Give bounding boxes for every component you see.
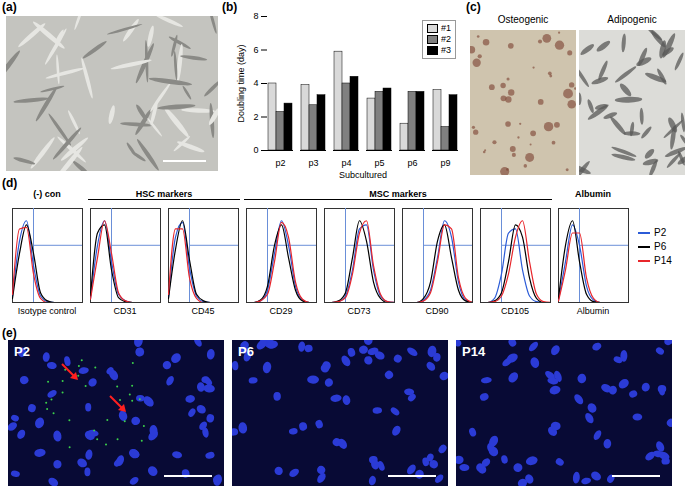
html-text:P14: P14 [462,344,486,359]
html-text:(-) con: (-) con [33,189,61,199]
html-text:P2: P2 [14,344,30,359]
svg-text:0: 0 [253,145,258,155]
html-text:Osteogenic: Osteogenic [497,14,549,25]
html-text:MSC markers: MSC markers [369,189,427,199]
html-text:(c): (c) [466,0,481,14]
svg-text:4: 4 [253,78,258,88]
html-text:Albumin: Albumin [576,306,610,316]
svg-text:8: 8 [253,11,258,21]
html-text:P2: P2 [654,227,667,238]
html-text:(d): (d) [2,176,18,190]
html-text:CD29: CD29 [269,306,293,316]
html-text:Adipogenic: Adipogenic [607,14,657,25]
svg-text:p3: p3 [308,158,318,168]
html-text:#1: #1 [441,23,451,33]
html-text:P6: P6 [654,241,667,252]
html-text:(e): (e) [2,326,17,340]
svg-text:p6: p6 [407,158,417,168]
html-text:#3: #3 [441,45,451,55]
html-text:Albumin: Albumin [575,189,611,199]
html-text:HSC markers: HSC markers [135,189,193,199]
html-text:P6: P6 [238,344,254,359]
svg-text:Subcultured: Subcultured [339,170,387,180]
svg-text:p2: p2 [275,158,285,168]
svg-text:p5: p5 [374,158,384,168]
html-text:(a): (a) [2,0,17,14]
svg-text:6: 6 [253,45,258,55]
html-text:CD73: CD73 [347,306,371,316]
svg-text:p9: p9 [440,158,450,168]
html-text:Isotype control: Isotype control [17,306,77,316]
html-text:P14: P14 [654,255,672,266]
svg-text:Doubling time (day): Doubling time (day) [236,44,246,122]
html-text:CD90: CD90 [425,306,449,316]
svg-text:2: 2 [253,112,258,122]
html-text:CD31: CD31 [113,306,137,316]
svg-text:p4: p4 [341,158,351,168]
html-text:#2: #2 [441,34,451,44]
html-text:(b): (b) [222,0,238,14]
html-text:CD105: CD105 [501,306,529,316]
html-text:CD45: CD45 [191,306,215,316]
